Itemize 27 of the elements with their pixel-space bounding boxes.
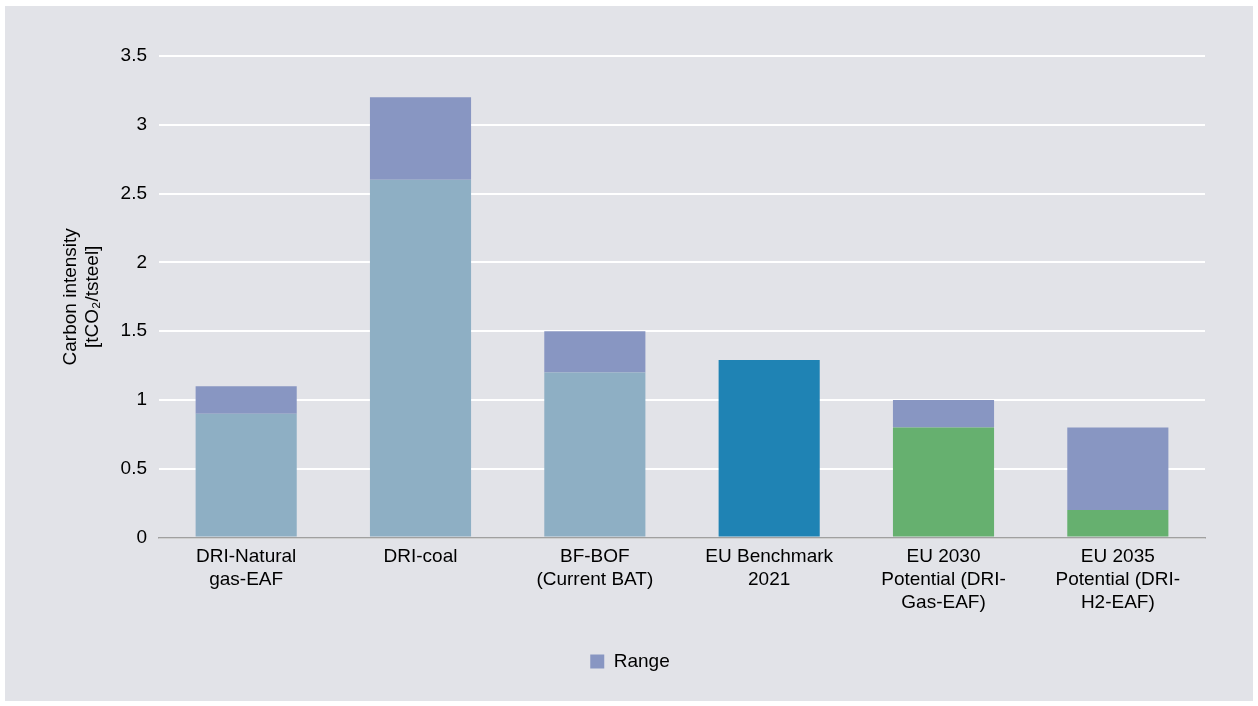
y-tick-label: 2 (136, 250, 148, 272)
bar (195, 413, 297, 537)
y-axis-title: Carbon intensity [tCO₂/tsteel] (58, 227, 103, 366)
bar (544, 331, 646, 373)
y-tick-label: 1 (136, 388, 148, 410)
bar (195, 386, 297, 414)
y-tick-label: 0 (136, 525, 148, 547)
x-tick-label: DRI-coal (383, 545, 458, 567)
bar (892, 400, 995, 428)
x-tick-label: DRI-Natural gas-EAF (196, 545, 297, 590)
y-tick-label: 3.5 (120, 44, 148, 66)
bar (892, 427, 995, 537)
y-tick-label: 2.5 (120, 181, 148, 203)
bar (1067, 510, 1169, 537)
x-tick-label: EU 2030 Potential (DRI-Gas-EAF) (881, 545, 1006, 612)
bar (1067, 427, 1169, 511)
bar (718, 360, 820, 537)
x-tick-label: EU Benchmark 2021 (705, 545, 834, 590)
bar (544, 372, 646, 537)
y-tick-label: 1.5 (120, 319, 148, 341)
bar (369, 179, 472, 537)
x-tick-label: BF-BOF (Current BAT) (536, 545, 654, 590)
y-tick-label: 0.5 (120, 457, 148, 479)
legend-label: Range (613, 649, 670, 671)
x-tick-label: EU 2035 Potential (DRI-H2-EAF) (1055, 545, 1181, 612)
y-tick-label: 3 (136, 113, 148, 135)
bar (369, 97, 472, 180)
